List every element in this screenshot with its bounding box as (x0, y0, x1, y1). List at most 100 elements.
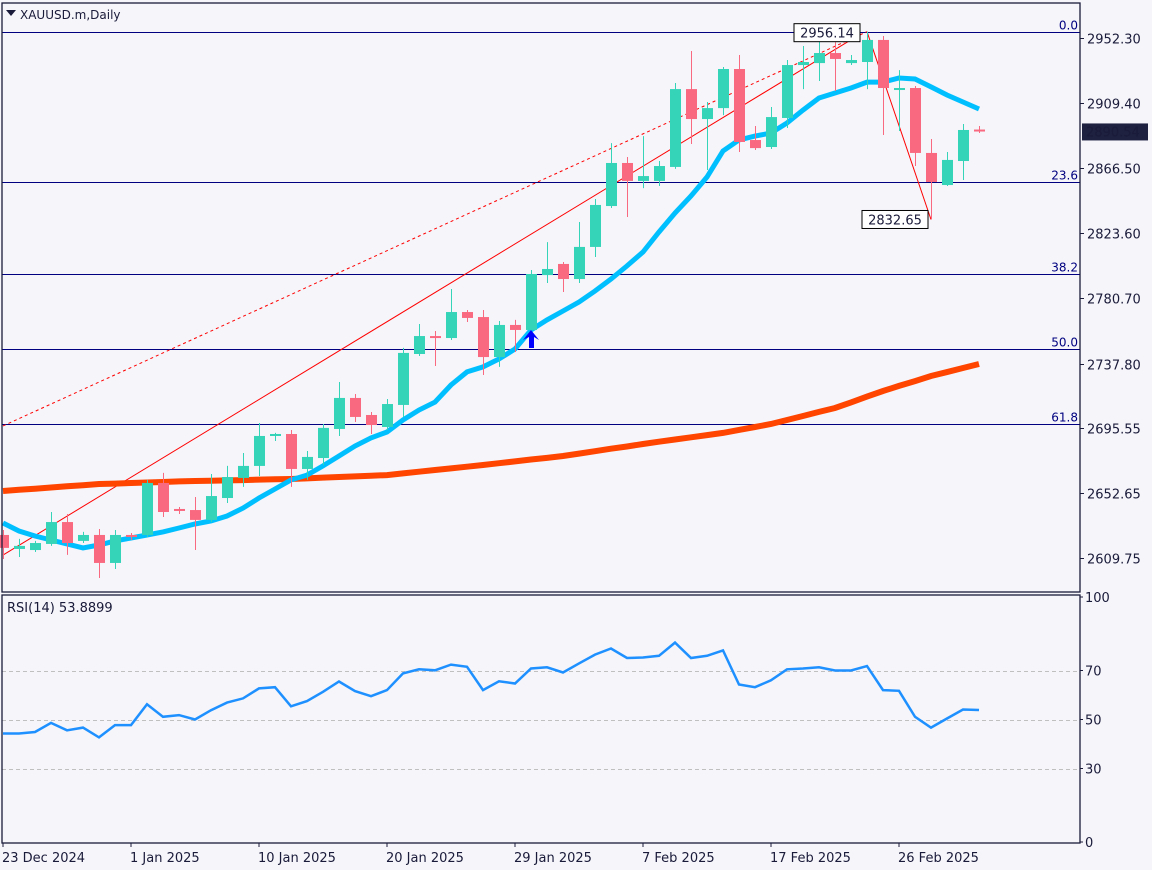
candle[interactable] (590, 199, 601, 257)
candle[interactable] (0, 529, 9, 559)
rsi-title: RSI(14) 53.8899 (7, 601, 113, 616)
candle[interactable] (462, 310, 473, 323)
candle[interactable] (830, 42, 841, 92)
candle-body (750, 140, 761, 149)
candle-body (446, 312, 457, 339)
candle[interactable] (862, 31, 873, 90)
candle[interactable] (606, 143, 617, 209)
candle[interactable] (750, 126, 761, 151)
triangle-down-icon[interactable] (6, 10, 16, 16)
candle[interactable] (62, 513, 73, 555)
candle[interactable] (558, 261, 569, 292)
candle-body (254, 435, 265, 466)
candle[interactable] (222, 465, 233, 504)
candle-body (526, 274, 537, 330)
candle[interactable] (526, 270, 537, 332)
candle[interactable] (430, 331, 441, 367)
up-arrow-icon (523, 330, 539, 349)
candle[interactable] (334, 381, 345, 436)
rsi-tick-label: 30 (1085, 763, 1102, 778)
candle[interactable] (654, 161, 665, 186)
candle-body (494, 324, 505, 358)
candle[interactable] (126, 532, 137, 540)
candle-body (862, 39, 873, 63)
rsi-tick-label: 100 (1085, 591, 1110, 606)
candle[interactable] (942, 152, 953, 186)
candle[interactable] (382, 399, 393, 431)
candle[interactable] (414, 324, 425, 356)
candle[interactable] (78, 531, 89, 544)
date-tick-label: 26 Feb 2025 (898, 851, 979, 866)
price-panel[interactable]: 0.0 23.6 38.2 50.0 61.8 2956.14 2832.65 (0, 19, 1080, 579)
candle[interactable] (206, 473, 217, 523)
candle[interactable] (910, 86, 921, 167)
swing-low-label-box (861, 209, 929, 229)
candle-body (734, 69, 745, 142)
candle[interactable] (142, 479, 153, 537)
candle[interactable] (190, 496, 201, 551)
symbol-title: XAUUSD.m,Daily (20, 8, 121, 22)
candle[interactable] (46, 512, 57, 546)
candle[interactable] (846, 55, 857, 66)
price-tick-label: 2952.30 (1087, 33, 1141, 48)
candle[interactable] (446, 289, 457, 341)
candle[interactable] (286, 430, 297, 487)
candle[interactable] (350, 393, 361, 422)
candle[interactable] (494, 320, 505, 367)
rsi-panel[interactable]: RSI(14) 53.8899 (2, 601, 1080, 770)
candle[interactable] (574, 221, 585, 283)
candle[interactable] (94, 529, 105, 579)
candle[interactable] (398, 347, 409, 417)
candle[interactable] (974, 126, 985, 134)
candle[interactable] (926, 138, 937, 220)
rsi-tick-label: 0 (1085, 836, 1093, 851)
candle[interactable] (878, 36, 889, 136)
candle[interactable] (302, 451, 313, 480)
candle[interactable] (14, 538, 25, 558)
candle[interactable] (670, 82, 681, 169)
candle[interactable] (542, 242, 553, 283)
candle[interactable] (734, 55, 745, 153)
candle-body (718, 69, 729, 109)
date-tick-label: 23 Dec 2024 (2, 851, 85, 866)
candle[interactable] (958, 124, 969, 181)
fib-level-label: 0.0 (1059, 19, 1078, 33)
candle-body (302, 456, 313, 469)
candle[interactable] (254, 423, 265, 476)
rsi-line (3, 640, 980, 739)
candle[interactable] (510, 319, 521, 353)
candle[interactable] (270, 432, 281, 441)
candle[interactable] (686, 51, 697, 144)
swing-low-label-text: 2832.65 (868, 213, 922, 228)
candle[interactable] (782, 60, 793, 129)
candle-body (30, 543, 41, 551)
price-tick-label: 2652.65 (1087, 488, 1141, 503)
candle[interactable] (366, 411, 377, 434)
candle[interactable] (318, 423, 329, 466)
candle-body (878, 39, 889, 89)
candle[interactable] (30, 540, 41, 553)
candle[interactable] (702, 102, 713, 170)
candle[interactable] (238, 453, 249, 487)
candle[interactable] (638, 136, 649, 189)
dotted-trend-line[interactable] (2, 31, 868, 427)
candle-body (782, 65, 793, 118)
rsi-tick-label: 70 (1085, 665, 1102, 680)
trend-line[interactable] (2, 34, 860, 556)
candle[interactable] (894, 70, 905, 132)
candle[interactable] (110, 529, 121, 570)
candle[interactable] (766, 107, 777, 149)
candle-body (110, 534, 121, 563)
candle-body (366, 414, 377, 426)
candle-body (542, 268, 553, 276)
candle[interactable] (622, 157, 633, 217)
candle[interactable] (478, 310, 489, 375)
candle[interactable] (798, 46, 809, 90)
candle[interactable] (718, 67, 729, 116)
candle-body (286, 433, 297, 469)
candle-body (270, 433, 281, 436)
candle[interactable] (158, 472, 169, 518)
candle[interactable] (174, 506, 185, 514)
